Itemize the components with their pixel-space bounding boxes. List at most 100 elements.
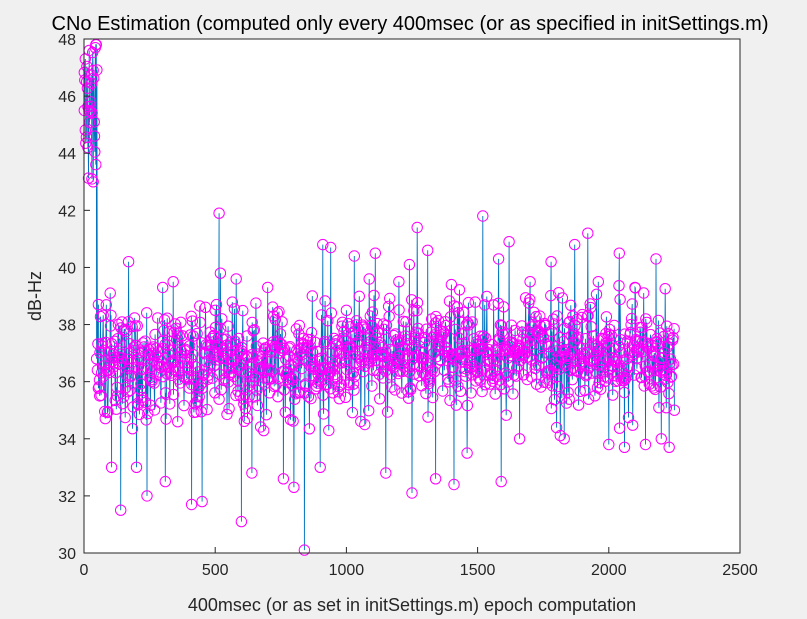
cno-data-point xyxy=(550,421,563,434)
cno-data-point xyxy=(131,320,144,332)
cno-data-point xyxy=(283,342,295,354)
cno-data-point xyxy=(548,394,561,406)
cno-data-point xyxy=(633,343,646,355)
cno-data-point xyxy=(222,320,234,332)
cno-data-point xyxy=(250,340,263,352)
cno-data-point xyxy=(288,481,300,493)
cno-data-point xyxy=(408,305,420,317)
cno-data-point xyxy=(340,304,353,316)
cno-data-point xyxy=(493,332,506,344)
cno-data-point xyxy=(122,386,134,398)
cno-data-point xyxy=(572,331,584,343)
cno-data-point xyxy=(658,347,670,359)
cno-data-point xyxy=(489,365,501,377)
cno-data-point xyxy=(189,361,202,373)
stem-markers xyxy=(78,39,681,556)
cno-data-point xyxy=(453,332,465,344)
cno-data-point xyxy=(210,298,223,311)
cno-data-point xyxy=(450,399,462,411)
cno-data-point xyxy=(385,343,397,356)
cno-data-point xyxy=(663,338,676,350)
cno-data-point xyxy=(248,324,261,336)
cno-data-point xyxy=(359,323,372,335)
cno-data-point xyxy=(424,370,437,382)
cno-data-point xyxy=(558,433,570,445)
cno-data-point xyxy=(191,327,203,340)
cno-data-point xyxy=(183,373,195,385)
cno-data-point xyxy=(613,247,625,259)
cno-data-point xyxy=(348,384,360,396)
y-tick-label: 46 xyxy=(58,89,76,106)
cno-data-point xyxy=(495,475,507,488)
cno-data-point xyxy=(603,328,615,341)
cno-data-point xyxy=(95,367,108,379)
cno-data-point xyxy=(87,64,99,77)
cno-data-point xyxy=(554,332,566,344)
cno-data-point xyxy=(607,389,619,401)
cno-data-point xyxy=(411,297,424,309)
cno-data-point xyxy=(169,318,181,330)
cno-data-point xyxy=(620,369,633,381)
cno-data-point xyxy=(158,314,171,326)
cno-data-point xyxy=(309,336,321,348)
cno-data-point xyxy=(261,355,273,367)
cno-data-point xyxy=(489,388,501,400)
cno-data-point xyxy=(503,236,515,248)
cno-data-point xyxy=(209,304,221,316)
cno-data-point xyxy=(397,365,409,377)
cno-data-point xyxy=(139,335,151,347)
cno-data-point xyxy=(187,348,199,361)
cno-data-point xyxy=(100,299,113,311)
cno-data-point xyxy=(380,319,393,331)
cno-data-point xyxy=(306,290,318,302)
x-tick-label: 500 xyxy=(202,562,229,579)
cno-data-point xyxy=(667,332,679,344)
cno-data-point xyxy=(668,323,680,335)
cno-data-point xyxy=(556,292,569,304)
cno-data-point xyxy=(112,333,124,345)
cno-data-point xyxy=(452,380,464,392)
cno-data-point xyxy=(543,348,555,360)
cno-data-point xyxy=(235,515,248,528)
cno-data-point xyxy=(598,351,610,363)
cno-data-point xyxy=(216,333,229,345)
cno-data-point xyxy=(157,371,169,383)
cno-data-point xyxy=(460,319,472,331)
cno-data-point xyxy=(128,312,141,324)
cno-data-point xyxy=(457,351,469,363)
cno-data-point xyxy=(241,412,254,425)
cno-data-point xyxy=(339,391,352,403)
cno-data-point xyxy=(400,316,412,328)
cno-data-point xyxy=(163,349,175,361)
cno-data-point xyxy=(97,309,109,321)
cno-data-point xyxy=(227,362,239,374)
cno-data-point xyxy=(660,402,672,414)
cno-data-point xyxy=(626,298,638,310)
cno-data-point xyxy=(359,418,371,431)
cno-data-point xyxy=(216,313,228,325)
cno-data-point xyxy=(218,352,231,365)
cno-data-point xyxy=(149,349,162,361)
cno-data-point xyxy=(341,363,353,376)
cno-data-point xyxy=(238,415,251,427)
cno-data-point xyxy=(305,392,317,405)
cno-data-point xyxy=(289,370,301,382)
cno-data-point xyxy=(363,405,375,417)
cno-data-point xyxy=(422,411,434,423)
y-tick-label: 36 xyxy=(58,375,76,392)
cno-data-point xyxy=(335,379,348,391)
cno-data-point xyxy=(612,340,625,352)
y-axis-label: dB-Hz xyxy=(25,271,45,321)
cno-data-point xyxy=(461,447,473,459)
cno-data-point xyxy=(590,288,603,300)
cno-data-point xyxy=(427,391,439,404)
cno-data-point xyxy=(175,316,187,328)
cno-data-point xyxy=(247,325,259,337)
cno-data-point xyxy=(189,398,201,410)
cno-data-point xyxy=(219,347,232,359)
cno-data-point xyxy=(613,280,625,292)
cno-data-point xyxy=(533,359,545,372)
x-tick-label: 0 xyxy=(80,562,89,579)
cno-data-point xyxy=(458,306,470,318)
